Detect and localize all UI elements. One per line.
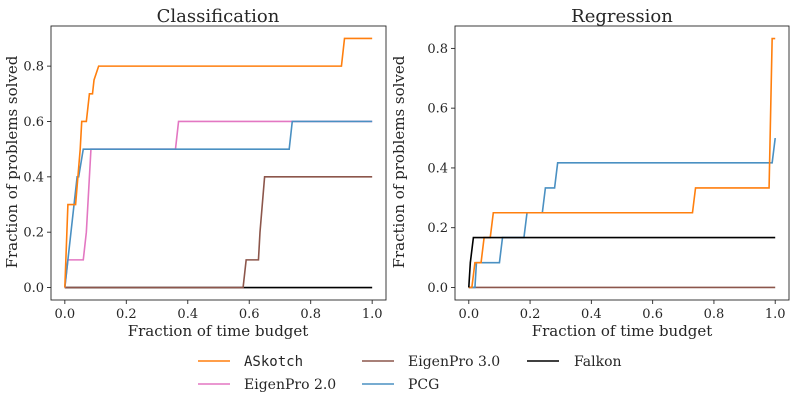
regression-ytick-label: 0.0 [427,281,448,296]
regression-title: Regression [571,6,673,27]
legend-entry-eigenpro3: EigenPro 3.0 [362,354,500,370]
regression-series-askotch [468,37,776,289]
classification-xtick-label: 0.2 [116,307,137,322]
classification-xtick-label: 1.0 [362,307,383,322]
classification-frame [50,25,387,301]
legend-entry-askotch: ASkotch [198,354,303,370]
classification-title: Classification [157,6,280,27]
classification-xlabel: Fraction of time budget [128,322,309,340]
legend-entry-falkon: Falkon [527,354,622,370]
regression-xtick-label: 0.8 [704,307,725,322]
regression-xtick-label: 0.2 [520,307,541,322]
regression-ylabel: Fraction of problems solved [390,55,408,268]
regression-series-falkon [467,236,776,288]
legend-label-falkon: Falkon [574,354,622,370]
regression-series [467,37,777,289]
regression-xtick-label: 0.4 [581,307,602,322]
classification-series [64,37,373,289]
classification-ytick-label: 0.8 [23,60,44,75]
classification-series-askotch [64,37,373,288]
classification-ticks: 0.0 0.2 0.4 0.6 0.8 1.0 0.0 0.2 0.4 0.6 0.8 [23,60,382,322]
classification-xtick-label: 0.8 [300,307,321,322]
classification-ylabel: Fraction of problems solved [3,55,21,268]
legend-label-pcg: PCG [408,377,439,393]
regression-ytick-label: 0.4 [427,161,448,176]
regression-frame [454,25,790,301]
legend-entry-pcg: PCG [362,377,439,393]
classification-series-eigenpro-3-0 [64,176,373,289]
legend-label-askotch: ASkotch [244,354,303,370]
classification-xtick-label: 0.6 [239,307,260,322]
legend: ASkotch EigenPro 2.0 EigenPro 3.0 PCG Fa… [198,354,622,393]
legend-label-eigenpro3: EigenPro 3.0 [408,354,500,370]
regression-xlabel: Fraction of time budget [532,322,713,340]
regression-ticks: 0.0 0.2 0.4 0.6 0.8 1.0 0.0 0.2 0.4 0.6 0.8 [427,42,785,322]
classification-ytick-label: 0.4 [23,170,44,185]
classification-xtick-label: 0.4 [177,307,198,322]
regression-xtick-label: 0.6 [642,307,663,322]
regression-ytick-label: 0.6 [427,102,448,117]
classification-ytick-label: 0.0 [23,281,44,296]
regression-xtick-label: 1.0 [765,307,786,322]
classification-plot: Classification Fraction of time budget F… [3,6,387,340]
classification-xtick-label: 0.0 [54,307,75,322]
regression-xtick-label: 0.0 [458,307,479,322]
classification-ytick-label: 0.6 [23,115,44,130]
classification-series-eigenpro-2-0 [64,120,373,288]
legend-label-eigenpro2: EigenPro 2.0 [244,377,336,393]
regression-ytick-label: 0.2 [427,221,448,236]
regression-plot: Regression Fraction of time budget Fract… [390,6,790,340]
regression-ytick-label: 0.8 [427,42,448,57]
legend-entry-eigenpro2: EigenPro 2.0 [198,377,336,393]
classification-ytick-label: 0.2 [23,226,44,241]
classification-series-pcg [64,120,373,288]
